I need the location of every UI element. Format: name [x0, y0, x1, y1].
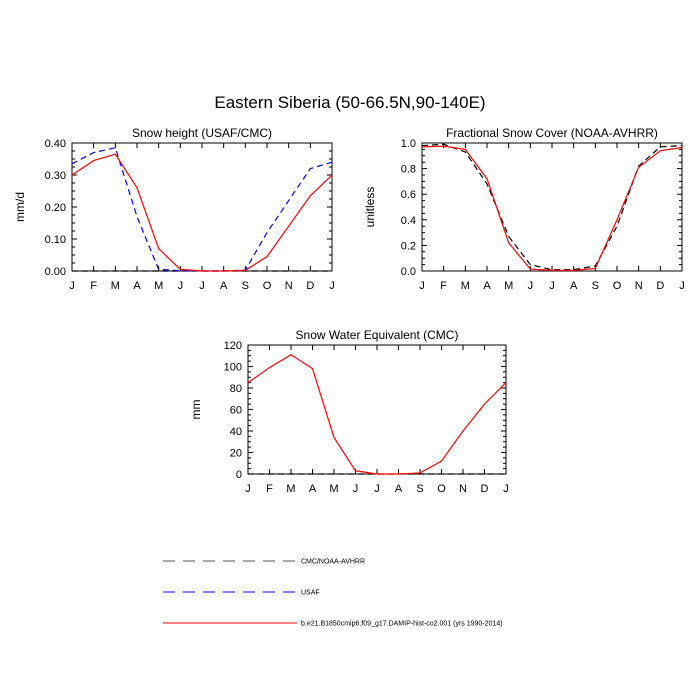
snow-cover-series-model — [421, 145, 683, 271]
snow-height-frame — [71, 142, 333, 272]
snow-height-xtick-label: F — [90, 280, 97, 292]
snow-height-xtick-label: N — [285, 280, 293, 292]
chart-panels: Snow height (USAF/CMC)0.000.100.200.300.… — [13, 126, 685, 495]
snow-height-xtick-label: M — [154, 280, 163, 292]
snow-cover-xtick-label: A — [483, 280, 491, 292]
legend-label: b.e21.B1850cmip6.f09_g17.DAMIP-hist-co2.… — [301, 621, 503, 628]
swe-xtick-label: F — [266, 483, 273, 495]
swe-xtick-label: A — [395, 483, 403, 495]
snow-cover-xtick-label: D — [656, 280, 664, 292]
snow-height-xtick-label: A — [220, 280, 228, 292]
swe-xtick-label: J — [503, 483, 509, 495]
snow-height-xtick-label: J — [178, 280, 184, 292]
snow-cover-xtick-label: J — [679, 280, 685, 292]
swe-ytick-label: 80 — [230, 383, 242, 395]
snow-height-ytick-label: 0.20 — [45, 202, 66, 214]
snow-cover-xtick-label: N — [635, 280, 643, 292]
snow-height-series-usaf — [71, 147, 333, 272]
figure-title: Eastern Siberia (50-66.5N,90-140E) — [214, 93, 485, 112]
swe-panel: Snow Water Equivalent (CMC) 0 20 40 60 80 100 1… — [189, 328, 509, 495]
snow-cover-xtick-label: M — [461, 280, 470, 292]
snow-cover-xtick-label: M — [504, 280, 513, 292]
snow-height-xtick-label: J — [329, 280, 335, 292]
snow-cover-xtick-label: J — [419, 280, 425, 292]
swe-xtick-label: M — [329, 483, 338, 495]
swe-xtick-label: J — [374, 483, 380, 495]
legend-label: USAF — [301, 590, 320, 597]
snow-height-series-model — [71, 153, 333, 272]
swe-ytick-label: 120 — [224, 340, 242, 352]
snow-cover-panel: Fractional Snow Cover (NOAA-AVHRR) 0.0 0.2… — [363, 126, 685, 292]
swe-ytick-label: 100 — [224, 362, 242, 374]
snow-cover-title: Fractional Snow Cover (NOAA-AVHRR) — [446, 126, 658, 140]
snow-cover-series-obs — [421, 143, 683, 271]
snow-cover-xtick-label: J — [549, 280, 555, 292]
snow-cover-ytick-label: 1.0 — [401, 138, 416, 150]
snow-cover-ytick-label: 0.4 — [401, 215, 416, 227]
snow-height-title: Snow height (USAF/CMC) — [132, 126, 272, 140]
swe-frame — [247, 344, 507, 475]
snow-height-xtick-label: O — [263, 280, 272, 292]
snow-height-ytick-label: 0.10 — [45, 234, 66, 246]
snow-height-ytick-label: 0.30 — [45, 170, 66, 182]
swe-xtick-label: A — [309, 483, 317, 495]
snow-cover-xtick-label: F — [440, 280, 447, 292]
swe-xtick-label: J — [353, 483, 359, 495]
snow-cover-xtick-label: O — [613, 280, 622, 292]
snow-height-xtick-label: J — [69, 280, 75, 292]
swe-xtick-label: O — [437, 483, 446, 495]
snow-cover-ytick-label: 0.2 — [401, 240, 416, 252]
snow-height-xtick-label: D — [306, 280, 314, 292]
snow-height-xtick-label: M — [111, 280, 120, 292]
legend: CMC/NOAA-AVHRR USAF b.e21.B1850cmip6.f09_g… — [163, 559, 503, 628]
swe-ytick-label: 20 — [230, 448, 242, 460]
snow-height-panel: Snow height (USAF/CMC) 0.00 0.10 0.20 0.30 0.… — [13, 126, 335, 292]
snow-height-xtick-label: J — [199, 280, 205, 292]
swe-ytick-label: 0 — [236, 469, 242, 481]
swe-ylabel: mm — [189, 400, 203, 420]
snow-height-ytick-label: 0.40 — [45, 138, 66, 150]
snow-cover-frame — [421, 142, 683, 272]
snow-height-ytick-label: 0.00 — [45, 266, 66, 278]
swe-xtick-label: S — [416, 483, 423, 495]
snow-cover-ytick-label: 0.8 — [401, 164, 416, 176]
snow-cover-ytick-label: 0.0 — [401, 266, 416, 278]
swe-ytick-label: 60 — [230, 405, 242, 417]
snow-height-ylabel: mm/d — [13, 192, 27, 222]
swe-xtick-label: M — [286, 483, 295, 495]
swe-title: Snow Water Equivalent (CMC) — [296, 328, 459, 342]
swe-series-model — [247, 353, 507, 475]
swe-xtick-label: D — [481, 483, 489, 495]
snow-height-xtick-label: S — [242, 280, 249, 292]
snow-cover-ytick-label: 0.6 — [401, 189, 416, 201]
snow-cover-xtick-label: J — [528, 280, 534, 292]
snow-cover-xtick-label: S — [592, 280, 599, 292]
swe-xtick-label: J — [245, 483, 251, 495]
snow-height-xtick-label: A — [133, 280, 141, 292]
legend-label: CMC/NOAA-AVHRR — [301, 559, 365, 566]
swe-xtick-label: N — [459, 483, 467, 495]
swe-ytick-label: 40 — [230, 426, 242, 438]
snow-cover-xtick-label: A — [570, 280, 578, 292]
snow-cover-ylabel: unitless — [363, 187, 377, 228]
